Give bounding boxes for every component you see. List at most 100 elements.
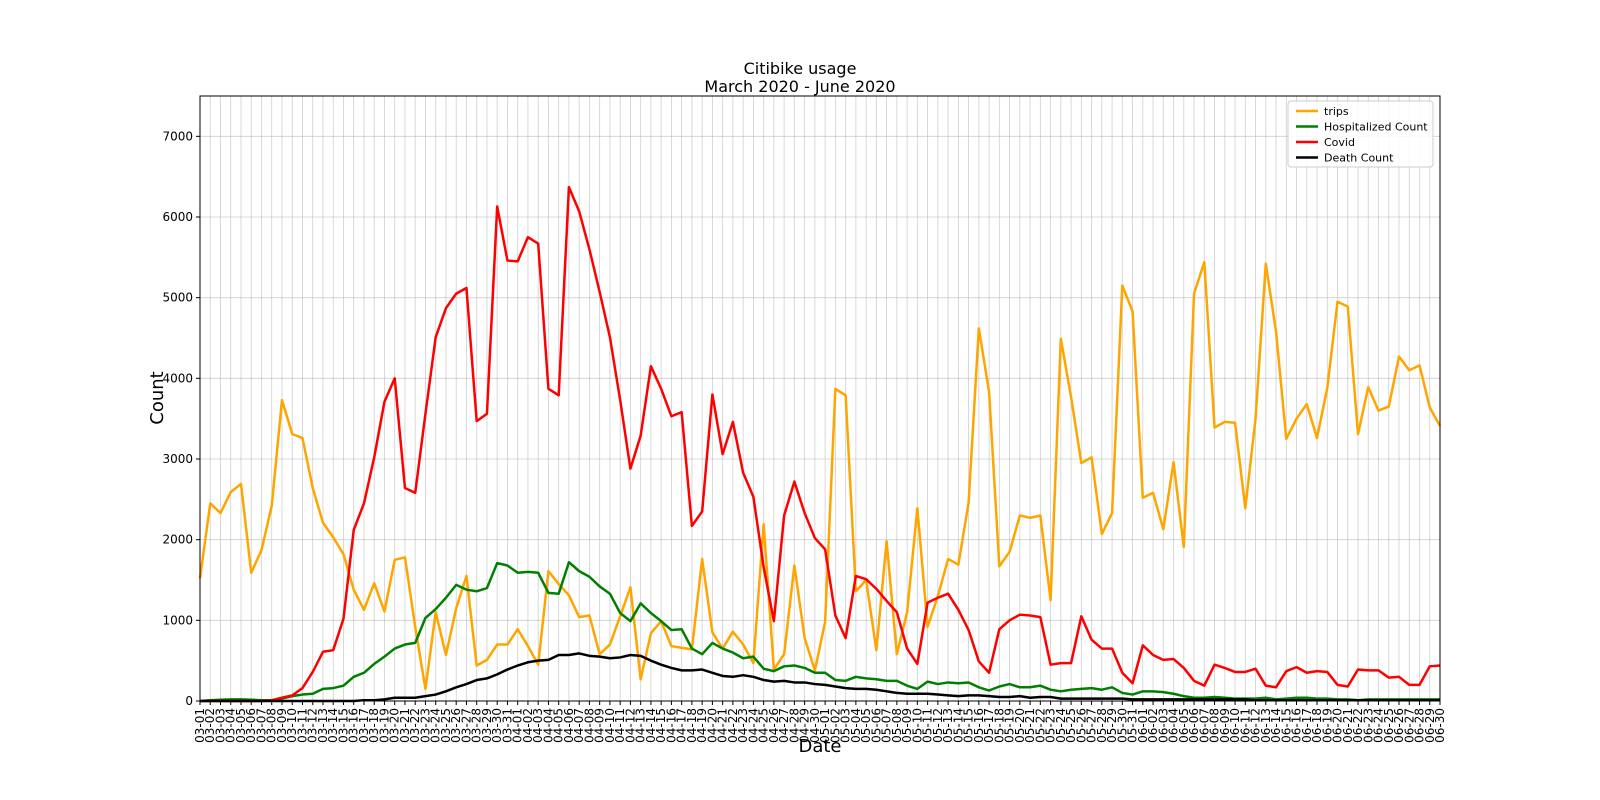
x-tick-label: 04-13 [634,708,648,743]
y-tick-label: 1000 [162,613,193,627]
x-tick-label: 06-25 [1382,708,1396,743]
x-tick-label: 03-04 [224,708,238,743]
x-tick-label: 04-16 [664,708,678,743]
x-tick-label: 03-18 [367,708,381,743]
x-tick-label: 03-24 [429,708,443,743]
x-tick-label: 04-22 [726,708,740,743]
x-tick-label: 03-30 [490,708,504,743]
x-tick-label: 04-02 [521,708,535,743]
x-tick-label: 06-26 [1392,708,1406,743]
x-tick-label: 05-02 [828,708,842,743]
x-tick-label: 04-24 [746,708,760,743]
x-tick-label: 04-18 [685,708,699,743]
x-tick-label: 06-27 [1402,708,1416,743]
x-tick-label: 05-06 [869,708,883,743]
x-tick-label: 04-30 [808,708,822,743]
series-line-covid [200,185,1441,703]
x-tick-label: 04-21 [716,708,730,743]
x-tick-label: 05-14 [951,708,965,743]
x-tick-label: 04-01 [511,708,525,743]
x-tick-label: 03-31 [500,708,514,743]
legend-label: Hospitalized Count [1324,121,1428,134]
x-tick-label: 06-03 [1156,708,1170,743]
x-tick-label: 03-22 [408,708,422,743]
x-tick-label: 03-25 [439,708,453,743]
x-tick-label: 05-28 [1095,708,1109,743]
x-tick-label: 06-20 [1331,708,1345,743]
x-tick-label: 05-08 [890,708,904,743]
x-tick-label: 06-16 [1290,708,1304,743]
x-tick-label: 03-16 [347,708,361,743]
x-tick-label: 04-28 [787,708,801,743]
x-tick-label: 06-06 [1187,708,1201,743]
x-tick-label: 06-30 [1433,708,1447,743]
x-tick-label: 03-15 [336,708,350,743]
series-line-death-count [200,652,1440,703]
x-tick-label: 06-21 [1341,708,1355,743]
x-tick-label: 06-19 [1320,708,1334,743]
x-tick-label: 04-17 [675,708,689,743]
x-tick-label: 06-05 [1177,708,1191,743]
x-tick-label: 04-12 [623,708,637,743]
x-tick-label: 05-11 [921,708,935,743]
x-tick-label: 04-29 [798,708,812,743]
y-tick-label: 6000 [162,210,193,224]
x-tick-label: 05-09 [900,708,914,743]
grid-lines [199,96,1441,702]
x-tick-label: 03-14 [326,708,340,743]
x-tick-label: 05-18 [992,708,1006,743]
chart-title: Citibike usage [744,59,857,78]
series-line-trips [198,260,1442,691]
x-tick-label: 04-15 [654,708,668,743]
x-axis-label: Date [798,736,841,757]
y-tick-label: 0 [185,694,193,708]
x-tick-label: 06-22 [1351,708,1365,743]
x-tick-label: 05-13 [941,708,955,743]
y-tick-label: 5000 [162,291,193,305]
x-tick-label: 06-18 [1310,708,1324,743]
x-tick-label: 05-20 [1013,708,1027,743]
x-tick-label: 04-19 [695,708,709,743]
x-tick-label: 05-31 [1126,708,1140,743]
x-tick-label: 06-14 [1269,708,1283,743]
x-tick-label: 03-11 [295,708,309,743]
x-tick-label: 04-26 [767,708,781,743]
legend-label: Death Count [1324,152,1394,165]
x-tick-label: 03-23 [418,708,432,743]
x-tick-label: 03-08 [265,708,279,743]
x-tick-label: 03-03 [213,708,227,743]
x-tick-label: 05-22 [1033,708,1047,743]
x-tick-label: 03-21 [398,708,412,743]
plot-frame [199,95,1441,702]
x-tick-label: 06-07 [1197,708,1211,743]
x-tick-label: 03-10 [285,708,299,743]
x-tick-label: 03-20 [388,708,402,743]
y-ticks: 0 1000 2000 3000 4000 5000 6000 7000 [162,129,200,708]
x-tick-label: 06-02 [1146,708,1160,743]
x-tick-label: 03-29 [480,708,494,743]
x-tick-label: 05-01 [818,708,832,743]
x-tick-label: 06-12 [1249,708,1263,743]
x-tick-label: 05-17 [982,708,996,743]
x-tick-label: 06-11 [1238,708,1252,743]
x-tick-label: 05-19 [1003,708,1017,743]
x-tick-label: 04-23 [736,708,750,743]
y-axis-label: Count [147,371,168,424]
x-tick-label: 03-26 [449,708,463,743]
x-tick-label: 05-10 [910,708,924,743]
x-tick-label: 05-29 [1105,708,1119,743]
x-tick-label: 04-14 [644,708,658,743]
x-tick-label: 06-04 [1167,708,1181,743]
x-tick-label: 04-07 [572,708,586,743]
series-line-hospitalized-count [199,561,1440,703]
x-tick-label: 05-05 [859,708,873,743]
x-tick-label: 03-12 [306,708,320,743]
x-tick-label: 06-09 [1218,708,1232,743]
x-tick-label: 05-23 [1044,708,1058,743]
x-tick-label: 03-13 [316,708,330,743]
x-tick-label: 05-24 [1054,708,1068,743]
x-tick-label: 06-01 [1136,708,1150,743]
legend-label: trips [1324,105,1349,118]
x-tick-label: 03-01 [193,708,207,743]
